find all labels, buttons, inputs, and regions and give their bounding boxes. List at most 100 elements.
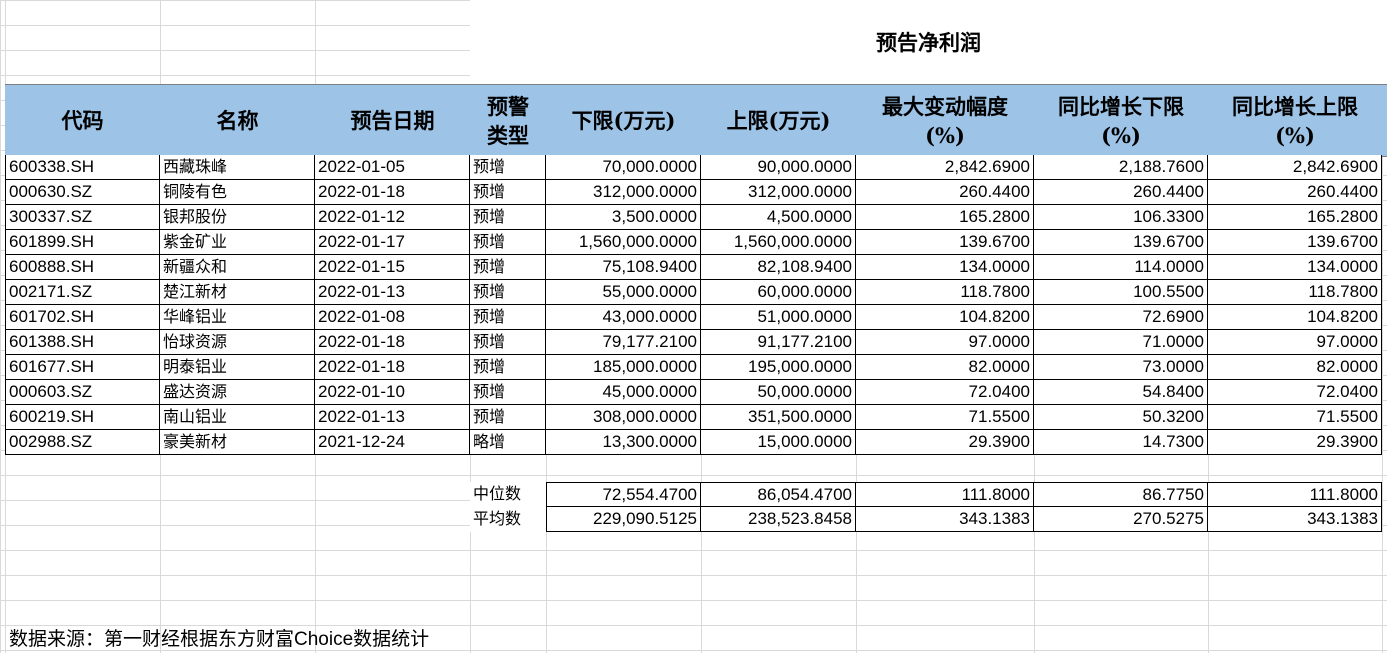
cell-upper[interactable]: 1,560,000.0000 bbox=[701, 230, 856, 255]
cell-upper[interactable]: 50,000.0000 bbox=[701, 380, 856, 405]
cell-code[interactable]: 300337.SZ bbox=[5, 205, 160, 230]
cell-max-change[interactable]: 82.0000 bbox=[856, 355, 1034, 380]
cell-date[interactable]: 2022-01-13 bbox=[315, 280, 470, 305]
cell-max-change[interactable]: 165.2800 bbox=[856, 205, 1034, 230]
cell-name[interactable]: 豪美新材 bbox=[160, 430, 315, 455]
stat-value-yoy-lower[interactable]: 86.7750 bbox=[1034, 482, 1208, 507]
cell-upper[interactable]: 91,177.2100 bbox=[701, 330, 856, 355]
cell-code[interactable]: 000603.SZ bbox=[5, 380, 160, 405]
cell-date[interactable]: 2022-01-15 bbox=[315, 255, 470, 280]
cell-yoy-lower[interactable]: 54.8400 bbox=[1034, 380, 1208, 405]
cell-max-change[interactable]: 29.3900 bbox=[856, 430, 1034, 455]
cell-type[interactable]: 预增 bbox=[470, 155, 546, 180]
cell-date[interactable]: 2022-01-05 bbox=[315, 155, 470, 180]
cell-date[interactable]: 2022-01-12 bbox=[315, 205, 470, 230]
stat-value-upper[interactable]: 86,054.4700 bbox=[701, 482, 856, 507]
stat-value-max-change[interactable]: 111.8000 bbox=[856, 482, 1034, 507]
cell-max-change[interactable]: 72.0400 bbox=[856, 380, 1034, 405]
cell-yoy-upper[interactable]: 165.2800 bbox=[1208, 205, 1382, 230]
cell-lower[interactable]: 45,000.0000 bbox=[546, 380, 701, 405]
cell-upper[interactable]: 312,000.0000 bbox=[701, 180, 856, 205]
cell-yoy-upper[interactable]: 29.3900 bbox=[1208, 430, 1382, 455]
cell-max-change[interactable]: 134.0000 bbox=[856, 255, 1034, 280]
cell-max-change[interactable]: 104.8200 bbox=[856, 305, 1034, 330]
cell-code[interactable]: 601388.SH bbox=[5, 330, 160, 355]
cell-upper[interactable]: 60,000.0000 bbox=[701, 280, 856, 305]
cell-name[interactable]: 南山铝业 bbox=[160, 405, 315, 430]
cell-code[interactable]: 600219.SH bbox=[5, 405, 160, 430]
stat-value-max-change[interactable]: 343.1383 bbox=[856, 507, 1034, 532]
cell-lower[interactable]: 3,500.0000 bbox=[546, 205, 701, 230]
cell-yoy-lower[interactable]: 73.0000 bbox=[1034, 355, 1208, 380]
cell-lower[interactable]: 312,000.0000 bbox=[546, 180, 701, 205]
cell-upper[interactable]: 90,000.0000 bbox=[701, 155, 856, 180]
cell-lower[interactable]: 43,000.0000 bbox=[546, 305, 701, 330]
cell-yoy-lower[interactable]: 260.4400 bbox=[1034, 180, 1208, 205]
cell-date[interactable]: 2022-01-10 bbox=[315, 380, 470, 405]
cell-name[interactable]: 楚江新材 bbox=[160, 280, 315, 305]
cell-lower[interactable]: 75,108.9400 bbox=[546, 255, 701, 280]
cell-date[interactable]: 2022-01-18 bbox=[315, 330, 470, 355]
cell-type[interactable]: 预增 bbox=[470, 330, 546, 355]
cell-upper[interactable]: 351,500.0000 bbox=[701, 405, 856, 430]
cell-yoy-lower[interactable]: 50.3200 bbox=[1034, 405, 1208, 430]
cell-max-change[interactable]: 118.7800 bbox=[856, 280, 1034, 305]
cell-lower[interactable]: 79,177.2100 bbox=[546, 330, 701, 355]
cell-max-change[interactable]: 71.5500 bbox=[856, 405, 1034, 430]
cell-upper[interactable]: 82,108.9400 bbox=[701, 255, 856, 280]
cell-code[interactable]: 002988.SZ bbox=[5, 430, 160, 455]
cell-max-change[interactable]: 2,842.6900 bbox=[856, 155, 1034, 180]
cell-code[interactable]: 600338.SH bbox=[5, 155, 160, 180]
stat-value-lower[interactable]: 229,090.5125 bbox=[546, 507, 701, 532]
stat-value-yoy-upper[interactable]: 343.1383 bbox=[1208, 507, 1382, 532]
cell-type[interactable]: 预增 bbox=[470, 230, 546, 255]
cell-name[interactable]: 明泰铝业 bbox=[160, 355, 315, 380]
stat-value-lower[interactable]: 72,554.4700 bbox=[546, 482, 701, 507]
cell-yoy-upper[interactable]: 118.7800 bbox=[1208, 280, 1382, 305]
cell-yoy-lower[interactable]: 2,188.7600 bbox=[1034, 155, 1208, 180]
cell-type[interactable]: 略增 bbox=[470, 430, 546, 455]
cell-yoy-lower[interactable]: 14.7300 bbox=[1034, 430, 1208, 455]
cell-yoy-lower[interactable]: 114.0000 bbox=[1034, 255, 1208, 280]
cell-date[interactable]: 2021-12-24 bbox=[315, 430, 470, 455]
cell-date[interactable]: 2022-01-08 bbox=[315, 305, 470, 330]
cell-yoy-lower[interactable]: 100.5500 bbox=[1034, 280, 1208, 305]
cell-type[interactable]: 预增 bbox=[470, 255, 546, 280]
cell-code[interactable]: 601677.SH bbox=[5, 355, 160, 380]
cell-yoy-upper[interactable]: 134.0000 bbox=[1208, 255, 1382, 280]
cell-type[interactable]: 预增 bbox=[470, 405, 546, 430]
cell-lower[interactable]: 308,000.0000 bbox=[546, 405, 701, 430]
cell-upper[interactable]: 15,000.0000 bbox=[701, 430, 856, 455]
cell-name[interactable]: 华峰铝业 bbox=[160, 305, 315, 330]
cell-type[interactable]: 预增 bbox=[470, 180, 546, 205]
stat-value-upper[interactable]: 238,523.8458 bbox=[701, 507, 856, 532]
cell-code[interactable]: 000630.SZ bbox=[5, 180, 160, 205]
cell-name[interactable]: 怡球资源 bbox=[160, 330, 315, 355]
cell-code[interactable]: 002171.SZ bbox=[5, 280, 160, 305]
cell-type[interactable]: 预增 bbox=[470, 205, 546, 230]
cell-yoy-lower[interactable]: 139.6700 bbox=[1034, 230, 1208, 255]
cell-name[interactable]: 新疆众和 bbox=[160, 255, 315, 280]
cell-date[interactable]: 2022-01-13 bbox=[315, 405, 470, 430]
cell-name[interactable]: 银邦股份 bbox=[160, 205, 315, 230]
cell-code[interactable]: 601899.SH bbox=[5, 230, 160, 255]
cell-yoy-lower[interactable]: 106.3300 bbox=[1034, 205, 1208, 230]
cell-yoy-lower[interactable]: 71.0000 bbox=[1034, 330, 1208, 355]
cell-upper[interactable]: 4,500.0000 bbox=[701, 205, 856, 230]
cell-name[interactable]: 西藏珠峰 bbox=[160, 155, 315, 180]
cell-code[interactable]: 601702.SH bbox=[5, 305, 160, 330]
cell-max-change[interactable]: 139.6700 bbox=[856, 230, 1034, 255]
cell-yoy-upper[interactable]: 97.0000 bbox=[1208, 330, 1382, 355]
cell-upper[interactable]: 195,000.0000 bbox=[701, 355, 856, 380]
cell-max-change[interactable]: 260.4400 bbox=[856, 180, 1034, 205]
cell-date[interactable]: 2022-01-18 bbox=[315, 355, 470, 380]
cell-date[interactable]: 2022-01-18 bbox=[315, 180, 470, 205]
cell-yoy-upper[interactable]: 104.8200 bbox=[1208, 305, 1382, 330]
cell-type[interactable]: 预增 bbox=[470, 380, 546, 405]
cell-yoy-lower[interactable]: 72.6900 bbox=[1034, 305, 1208, 330]
cell-max-change[interactable]: 97.0000 bbox=[856, 330, 1034, 355]
cell-yoy-upper[interactable]: 260.4400 bbox=[1208, 180, 1382, 205]
cell-lower[interactable]: 1,560,000.0000 bbox=[546, 230, 701, 255]
cell-yoy-upper[interactable]: 72.0400 bbox=[1208, 380, 1382, 405]
stat-value-yoy-upper[interactable]: 111.8000 bbox=[1208, 482, 1382, 507]
